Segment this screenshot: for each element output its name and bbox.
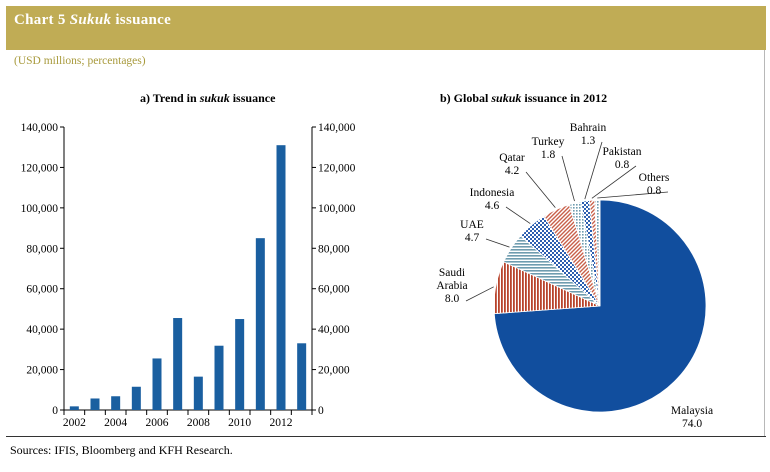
leader-pakistan xyxy=(591,165,637,199)
y-tick-label-right: 140,000 xyxy=(318,122,356,134)
y-tick-label-right: 120,000 xyxy=(318,162,356,174)
units-subtitle: (USD millions; percentages) xyxy=(14,55,146,67)
bar-2005 xyxy=(131,386,141,410)
slice-name-uae: UAE xyxy=(460,219,484,231)
y-tick-label-left: 0 xyxy=(52,405,58,417)
y-tick-label-right: 20,000 xyxy=(318,365,350,377)
y-tick-label-left: 60,000 xyxy=(26,284,58,296)
leader-indonesia xyxy=(505,206,531,224)
chart-heading-rest: issuance xyxy=(115,12,172,28)
slice-value-indonesia: 4.6 xyxy=(485,200,500,212)
bar-2006 xyxy=(152,358,162,410)
chart-frame xyxy=(6,50,765,436)
chart-heading-italic: Sukuk xyxy=(69,12,112,28)
slice-name-saudi-arabia: Saudi xyxy=(439,267,465,279)
chart-heading: Chart 5 Sukuk issuance xyxy=(14,12,171,29)
leader-others xyxy=(597,191,669,199)
slice-value-uae: 4.7 xyxy=(465,232,480,244)
leader-turkey xyxy=(561,155,575,202)
y-tick-label-right: 0 xyxy=(318,405,324,417)
x-tick-label: 2002 xyxy=(63,417,86,429)
chart-header: Chart 5 Sukuk issuance xyxy=(6,6,766,50)
bar-chart-title: a) Trend in sukuk issuance xyxy=(140,91,276,105)
bars xyxy=(69,145,307,410)
slice-others xyxy=(594,199,601,307)
y-tick-label-left: 140,000 xyxy=(21,122,59,134)
x-tick-label: 2004 xyxy=(104,417,127,429)
slice-name-indonesia: Indonesia xyxy=(470,187,515,199)
slice-name-malaysia: Malaysia xyxy=(671,405,713,417)
x-ticks: 2002 2004 2006 2008 2010 2012 xyxy=(63,410,313,429)
bar-2009 xyxy=(214,345,224,410)
bar-chart: 0 0 20,000 20,000 40,000 40,000 60,000 60,000 80… xyxy=(21,122,356,429)
slice-name-others: Others xyxy=(639,172,670,184)
y-tick-label-right: 100,000 xyxy=(318,203,356,215)
slice-name-turkey: Turkey xyxy=(532,136,565,148)
footer-divider xyxy=(6,436,766,437)
slice-value-qatar: 4.2 xyxy=(505,165,520,177)
bar-2012 xyxy=(276,145,286,410)
bar-2002 xyxy=(69,406,79,410)
bar-2011 xyxy=(255,238,265,410)
x-tick-label: 2008 xyxy=(187,417,210,429)
slice-name-pakistan: Pakistan xyxy=(603,146,642,158)
leader-bahrain xyxy=(584,141,603,200)
y-tick-label-right: 40,000 xyxy=(318,324,350,336)
slice-value-others: 0.8 xyxy=(647,185,662,197)
pie-chart-title: b) Global sukuk issuance in 2012 xyxy=(440,91,607,105)
y-tick-label-right: 60,000 xyxy=(318,284,350,296)
slice-name-bahrain: Bahrain xyxy=(570,122,607,134)
y-tick-label-left: 120,000 xyxy=(21,162,59,174)
sources-note: Sources: IFIS, Bloomberg and KFH Researc… xyxy=(10,443,233,457)
leader-qatar xyxy=(525,171,556,208)
pie-slices xyxy=(493,199,707,413)
bar-2010 xyxy=(235,319,245,410)
slice-name-saudi-arabia: Arabia xyxy=(436,280,467,292)
y-ticks: 0 0 20,000 20,000 40,000 40,000 60,000 60,000 80… xyxy=(21,122,356,417)
slice-name-qatar: Qatar xyxy=(499,152,525,164)
leader-uae xyxy=(485,238,510,248)
pie-leader-lines xyxy=(465,141,669,302)
bar-2013 xyxy=(297,343,307,410)
leader-saudi-arabia xyxy=(465,286,494,302)
x-tick-label: 2006 xyxy=(146,417,169,429)
slice-value-pakistan: 0.8 xyxy=(615,159,630,171)
y-tick-label-left: 20,000 xyxy=(26,365,58,377)
slice-value-malaysia: 74.0 xyxy=(682,418,702,430)
slice-value-bahrain: 1.3 xyxy=(581,135,596,147)
y-tick-label-left: 100,000 xyxy=(21,203,59,215)
x-tick-label: 2012 xyxy=(270,417,293,429)
y-tick-label-left: 80,000 xyxy=(26,243,58,255)
y-tick-label-right: 80,000 xyxy=(318,243,350,255)
chart-number: Chart 5 xyxy=(14,12,66,28)
bar-2007 xyxy=(173,318,183,410)
bar-2003 xyxy=(90,398,100,410)
bar-2004 xyxy=(111,396,121,410)
x-tick-label: 2010 xyxy=(228,417,251,429)
y-tick-label-left: 40,000 xyxy=(26,324,58,336)
bar-2008 xyxy=(193,376,203,410)
slice-value-saudi-arabia: 8.0 xyxy=(445,293,460,305)
slice-value-turkey: 1.8 xyxy=(541,149,556,161)
